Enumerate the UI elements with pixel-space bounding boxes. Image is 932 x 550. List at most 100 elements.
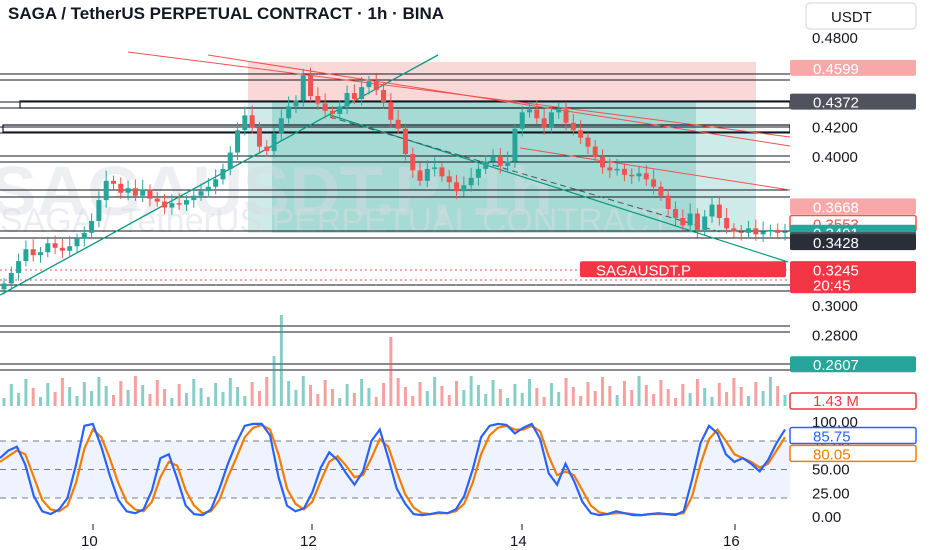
candle-body	[147, 189, 153, 199]
volume-bar	[593, 391, 597, 406]
price-tag-label: 0.4372	[813, 95, 859, 112]
candle-body	[767, 229, 773, 232]
volume-bar	[170, 398, 174, 406]
candle-body	[118, 183, 124, 193]
price-tag	[790, 59, 916, 76]
candle-body	[322, 103, 328, 111]
candle-body	[475, 168, 481, 178]
price-tag-label: 0.4599	[813, 61, 859, 78]
volume-bar	[119, 381, 123, 406]
candle-body	[300, 75, 306, 101]
volume-bar	[177, 384, 181, 406]
candle-body	[424, 168, 430, 181]
volume-bar	[257, 391, 261, 406]
candle-body	[760, 231, 766, 235]
volume-bar	[586, 382, 590, 406]
volume-bar	[549, 383, 553, 406]
candle-body	[432, 167, 438, 169]
volume-bar	[425, 391, 429, 406]
volume-bar	[491, 380, 495, 406]
volume-bar	[630, 390, 634, 406]
volume-bar	[60, 378, 64, 406]
candle-body	[205, 186, 211, 192]
volume-bar	[46, 383, 50, 406]
candle-body	[249, 115, 255, 128]
price-tag	[790, 93, 916, 110]
volume-bar	[535, 388, 539, 406]
volume-bar	[279, 315, 283, 406]
candle-body	[731, 228, 737, 232]
candle-body	[548, 112, 554, 128]
volume-bar	[214, 383, 218, 406]
time-tick-label: 10	[81, 533, 98, 550]
candle-body	[89, 220, 95, 233]
candle-body	[132, 188, 138, 196]
title-bar	[0, 0, 790, 26]
candle-body	[103, 180, 109, 201]
volume-bar	[382, 383, 386, 406]
volume-bar	[520, 393, 524, 406]
candle-body	[775, 229, 781, 233]
symbol-tag-label: SAGAUSDT.P	[596, 262, 691, 279]
candle-body	[81, 232, 87, 239]
volume-bar	[768, 377, 772, 406]
volume-bar	[17, 393, 21, 406]
volume-bar	[462, 390, 466, 406]
volume-bar	[681, 384, 685, 406]
stop-loss-zone	[248, 61, 756, 102]
volume-bar	[637, 376, 641, 406]
candle-body	[235, 130, 241, 153]
candle-body	[461, 185, 467, 192]
volume-bar	[338, 398, 342, 406]
stoch-k-tag	[789, 426, 917, 445]
price-tag	[790, 198, 916, 215]
candle-body	[614, 168, 620, 171]
volume-bar	[265, 377, 269, 406]
candle-body	[337, 106, 343, 114]
stoch-k-tag-label: 85.75	[813, 429, 851, 446]
volume-bar	[615, 395, 619, 406]
time-tick-label: 14	[510, 533, 527, 550]
volume-bar	[330, 389, 334, 406]
volume-bar	[228, 378, 232, 406]
volume-bar	[97, 377, 101, 406]
time-tick-label: 16	[723, 533, 740, 550]
volume-bar	[783, 395, 787, 406]
volume-bar	[732, 378, 736, 406]
currency-button[interactable]	[805, 2, 917, 30]
candle-body	[694, 213, 700, 230]
candle-body	[402, 128, 408, 155]
volume-bar	[243, 396, 247, 406]
volume-bar	[674, 398, 678, 406]
candle-body	[556, 109, 562, 113]
volume-bar	[309, 385, 313, 406]
volume-bar	[571, 387, 575, 406]
volume-bar	[9, 384, 13, 406]
volume-bar	[367, 388, 371, 406]
volume-bar	[622, 381, 626, 406]
candle-body	[709, 204, 715, 217]
candle-body	[381, 90, 387, 102]
volume-bar	[148, 394, 152, 406]
volume-bar	[717, 383, 721, 406]
volume-bar	[75, 396, 79, 406]
drawing-lines	[0, 51, 791, 371]
downtrend-line	[207, 54, 791, 147]
candle-body	[264, 146, 270, 152]
candle-body	[191, 195, 197, 201]
volume-bar	[688, 393, 692, 406]
currency-label[interactable]: USDT	[831, 9, 872, 26]
volume-bar	[345, 384, 349, 406]
volume-bar	[272, 356, 276, 406]
volume-bar	[557, 392, 561, 406]
stoch-d-tag-label: 80.05	[813, 446, 851, 463]
uptrend-line	[0, 54, 439, 296]
candle-body	[446, 176, 452, 183]
candle-body	[738, 231, 744, 233]
candle-body	[227, 152, 233, 169]
price-tag-label: 0.3668	[813, 199, 859, 216]
volume-bar	[725, 392, 729, 406]
take-profit-zone	[248, 101, 756, 233]
price-tick-label: 0.4800	[812, 30, 858, 47]
